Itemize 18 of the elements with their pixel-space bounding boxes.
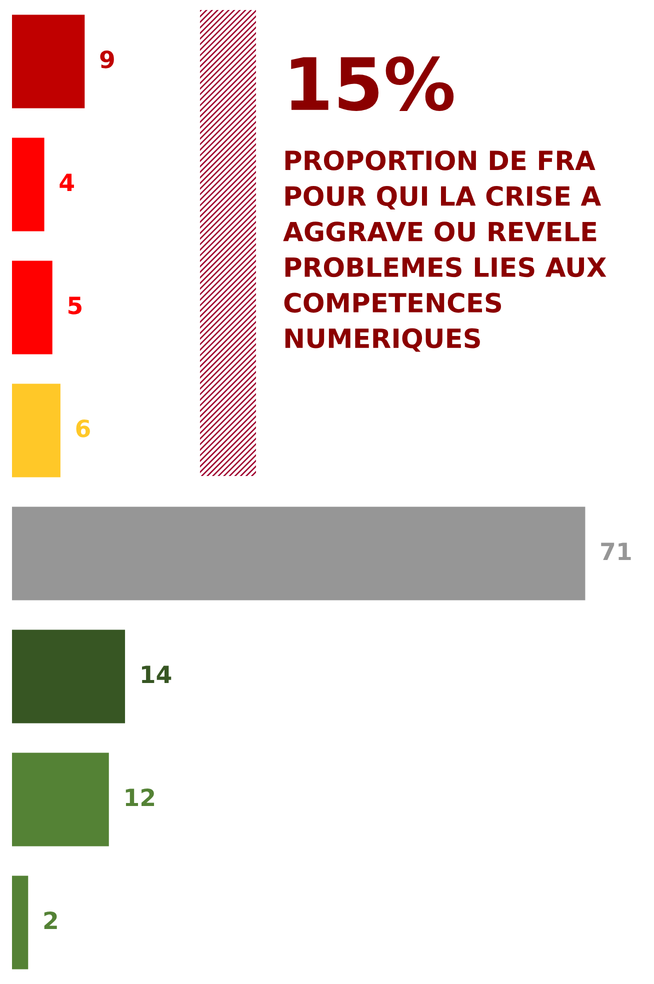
bar <box>12 384 60 478</box>
data-label: 71 <box>601 542 631 560</box>
bar <box>12 260 52 354</box>
bar <box>12 14 85 108</box>
data-label: 14 <box>142 666 172 684</box>
data-label: 6 <box>76 420 90 438</box>
bar <box>12 506 586 600</box>
annotation: PROPORTION DE FRA POUR QUI LA CRISE A AGGRAVE OU REVELE PROBLEMES LIES AUX COMPETENCES NUMERIQUES <box>283 150 606 352</box>
bar <box>12 876 28 970</box>
data-label: 9 <box>100 50 114 68</box>
bar <box>12 630 126 724</box>
bar <box>12 138 44 232</box>
data-label: 5 <box>68 296 82 314</box>
annotation: 15% <box>291 56 454 111</box>
data-label: 12 <box>126 788 154 806</box>
data-label: 2 <box>44 911 57 930</box>
bar <box>12 752 109 846</box>
data-label: 4 <box>60 174 74 192</box>
